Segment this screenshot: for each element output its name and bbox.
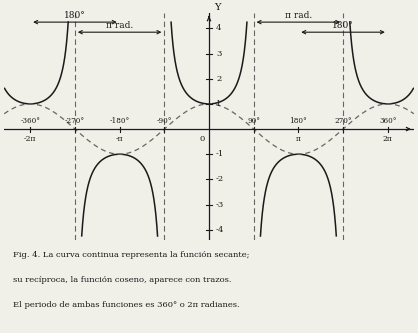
Text: 4: 4 — [216, 24, 222, 32]
Text: π rad.: π rad. — [106, 21, 133, 30]
Text: π rad.: π rad. — [285, 11, 312, 20]
Text: π: π — [296, 135, 301, 143]
Text: Y: Y — [214, 3, 221, 12]
Text: 0: 0 — [199, 135, 205, 143]
Text: 180°: 180° — [64, 11, 86, 20]
Text: -360°: -360° — [20, 117, 40, 125]
Text: -4: -4 — [216, 226, 224, 234]
Text: 1: 1 — [216, 100, 222, 108]
Text: Fig. 4. La curva continua representa la función secante;: Fig. 4. La curva continua representa la … — [13, 251, 249, 259]
Text: -π: -π — [116, 135, 123, 143]
Text: su recíproca, la función coseno, aparece con trazos.: su recíproca, la función coseno, aparece… — [13, 276, 231, 284]
Text: 180°: 180° — [290, 117, 307, 125]
Text: -90°: -90° — [157, 117, 172, 125]
Text: -180°: -180° — [110, 117, 130, 125]
Text: -2: -2 — [216, 175, 224, 183]
Text: 3: 3 — [216, 50, 222, 58]
Text: 270°: 270° — [334, 117, 352, 125]
Text: 2: 2 — [216, 75, 222, 83]
Text: -1: -1 — [216, 150, 224, 158]
Text: -270°: -270° — [65, 117, 85, 125]
Text: 180°: 180° — [332, 21, 354, 30]
Text: -3: -3 — [216, 200, 224, 208]
Text: El periodo de ambas funciones es 360° o 2π radianes.: El periodo de ambas funciones es 360° o … — [13, 301, 239, 309]
Text: -2π: -2π — [24, 135, 36, 143]
Text: 360°: 360° — [379, 117, 397, 125]
Text: 90°: 90° — [247, 117, 260, 125]
Text: 2π: 2π — [383, 135, 393, 143]
